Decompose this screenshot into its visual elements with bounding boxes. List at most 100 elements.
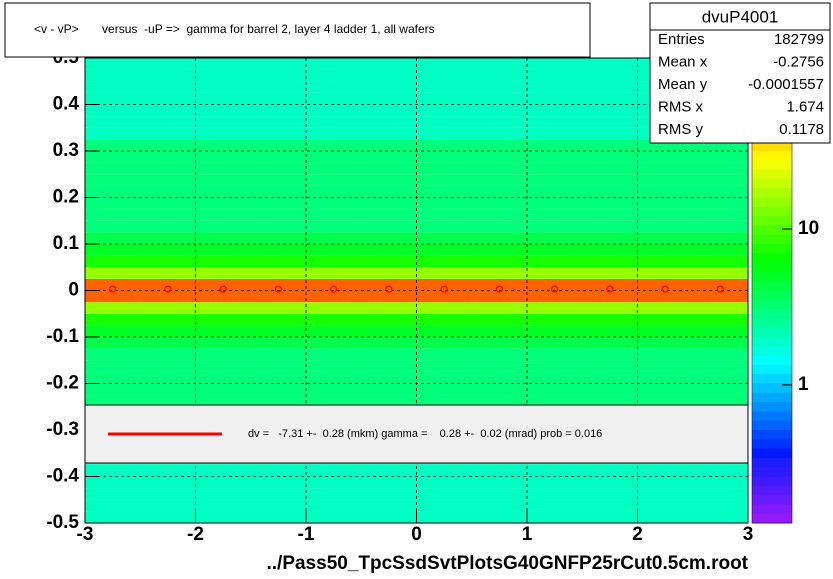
heatmap-cell bbox=[85, 104, 748, 117]
color-bar-segment bbox=[752, 271, 792, 282]
profile-point bbox=[219, 285, 227, 293]
profile-point bbox=[109, 285, 117, 293]
heatmap-cell bbox=[85, 255, 748, 268]
color-bar-segment bbox=[752, 160, 792, 171]
x-tick-label: 2 bbox=[632, 524, 643, 545]
color-bar-segment bbox=[752, 318, 792, 329]
color-bar-segment bbox=[752, 402, 792, 412]
color-bar-segment bbox=[752, 383, 792, 394]
y-tick-label: 0.2 bbox=[53, 187, 79, 208]
y-tick-label: -0.5 bbox=[46, 512, 79, 533]
heatmap-cell bbox=[85, 127, 748, 140]
profile-point bbox=[330, 285, 338, 293]
plot-frame bbox=[84, 57, 749, 524]
stats-box bbox=[649, 2, 831, 144]
color-bar-segment bbox=[752, 513, 792, 524]
heatmap-cell bbox=[85, 267, 748, 279]
color-bar-segment bbox=[752, 364, 792, 375]
z-tick-label: 10 bbox=[798, 218, 819, 239]
color-bar-segment bbox=[752, 262, 792, 273]
stats-label: RMS y bbox=[658, 121, 704, 138]
profile-point bbox=[385, 285, 393, 293]
heatmap-cell bbox=[85, 499, 748, 512]
x-tick-label: 3 bbox=[743, 524, 754, 545]
heatmap-cell bbox=[85, 302, 748, 314]
heatmap-cell bbox=[85, 313, 748, 326]
color-bar-segment bbox=[752, 290, 792, 301]
color-bar-segment bbox=[752, 281, 792, 291]
heatmap-cell bbox=[85, 290, 748, 303]
x-tick-label: -2 bbox=[187, 524, 204, 545]
stats-label: Mean y bbox=[658, 76, 708, 93]
color-bar-segment bbox=[752, 169, 792, 180]
color-bar-segment bbox=[752, 495, 792, 505]
color-bar-segment bbox=[752, 151, 792, 161]
x-tick-label: 1 bbox=[522, 524, 533, 545]
y-tick-label: 0.3 bbox=[53, 140, 79, 161]
profile-point bbox=[495, 285, 503, 293]
color-bar-segment bbox=[752, 476, 792, 487]
x-tick-label: -1 bbox=[298, 524, 315, 545]
y-tick-label: -0.2 bbox=[46, 373, 79, 394]
stats-value: 182799 bbox=[774, 31, 824, 48]
color-bar-segment bbox=[752, 327, 792, 338]
heatmap-cell bbox=[85, 278, 748, 291]
color-bar-segment bbox=[752, 374, 792, 384]
heatmap-cell bbox=[85, 116, 748, 128]
y-tick-label: 0.4 bbox=[53, 94, 80, 115]
profile-point bbox=[661, 285, 669, 293]
stats-label: Entries bbox=[658, 31, 705, 48]
color-bar-segment bbox=[752, 392, 792, 403]
y-tick-label: 0 bbox=[68, 280, 79, 301]
y-tick-label: -0.4 bbox=[46, 466, 79, 487]
z-tick-label: 1 bbox=[798, 374, 809, 395]
color-bar-segment bbox=[752, 234, 792, 245]
stats-value: -0.0001557 bbox=[748, 76, 824, 93]
color-bar-segment bbox=[752, 309, 792, 319]
heatmap-cell bbox=[85, 92, 748, 105]
color-bar-segment bbox=[752, 216, 792, 226]
color-bar-segment bbox=[752, 430, 792, 440]
heatmap-cell bbox=[85, 464, 748, 477]
heatmap-cell bbox=[85, 476, 748, 489]
heatmap-cell bbox=[85, 325, 748, 337]
profile-point bbox=[274, 285, 282, 293]
x-tick-label: -3 bbox=[77, 524, 94, 545]
color-bar-segment bbox=[752, 253, 792, 264]
stats-value: 0.1178 bbox=[779, 121, 824, 138]
color-bar-segment bbox=[752, 504, 792, 515]
color-bar-segment bbox=[752, 346, 792, 357]
chart-title: <v - vP> versus -uP => gamma for barrel … bbox=[34, 22, 435, 36]
profile-point bbox=[606, 285, 614, 293]
y-tick-label: -0.3 bbox=[46, 419, 79, 440]
fit-legend-text: dv = -7.31 +- 0.28 (mkm) gamma = 0.28 +-… bbox=[248, 428, 602, 440]
color-bar-segment bbox=[752, 420, 792, 431]
stats-label: Mean x bbox=[658, 53, 708, 70]
color-bar-segment bbox=[752, 457, 792, 468]
heatmap-cell bbox=[85, 139, 748, 151]
title-box bbox=[4, 2, 591, 58]
stats-value: 1.674 bbox=[786, 98, 824, 115]
profile-point bbox=[440, 285, 448, 293]
color-bar-segment bbox=[752, 244, 792, 254]
heatmap-cell bbox=[85, 488, 748, 500]
stats-name: dvuP4001 bbox=[702, 7, 779, 26]
color-bar-segment bbox=[752, 225, 792, 236]
stats-label: RMS x bbox=[658, 98, 704, 115]
color-bar-segment bbox=[752, 439, 792, 450]
x-tick-label: 0 bbox=[411, 524, 422, 545]
color-bar-segment bbox=[752, 355, 792, 366]
color-bar-segment bbox=[752, 337, 792, 347]
x-axis-label: ../Pass50_TpcSsdSvtPlotsG40GNFP25rCut0.5… bbox=[266, 553, 748, 574]
profile-point bbox=[164, 285, 172, 293]
color-bar-segment bbox=[752, 178, 792, 189]
color-bar-segment bbox=[752, 197, 792, 208]
color-bar-segment bbox=[752, 299, 792, 310]
heatmap-cell bbox=[85, 58, 748, 70]
y-tick-label: 0.1 bbox=[53, 233, 80, 254]
heatmap-cell bbox=[85, 81, 748, 93]
color-bar-segment bbox=[752, 485, 792, 496]
color-bar-segment bbox=[752, 448, 792, 459]
color-bar-segment bbox=[752, 206, 792, 217]
heatmap-cell bbox=[85, 244, 748, 256]
